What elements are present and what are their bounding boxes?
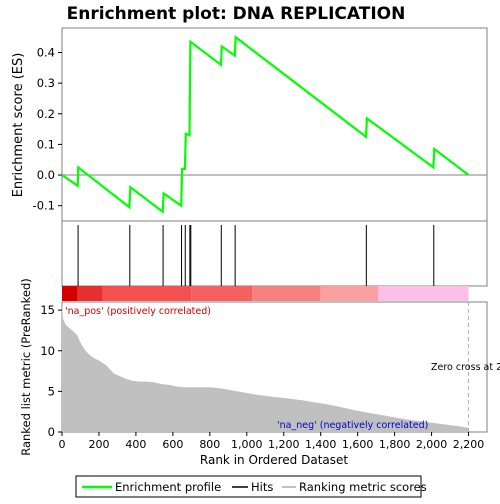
metric-x-tick-label: 1,600: [342, 438, 374, 451]
legend: Enrichment profile Hits Ranking metric s…: [75, 475, 427, 498]
rank-bar-segment: [252, 286, 321, 301]
metric-y-tick-label: 5: [48, 384, 55, 398]
es-y-tick-label: 0.4: [37, 46, 55, 60]
legend-label-metric: Ranking metric scores: [299, 480, 427, 494]
rank-bar-segment: [377, 286, 469, 301]
metric-x-tick-label: 0: [59, 438, 66, 451]
metric-y-tick-label: 0: [48, 425, 55, 439]
rank-bar-segment: [77, 286, 103, 301]
rank-bar-segment: [102, 286, 192, 301]
metric-x-tick-label: 400: [125, 438, 146, 451]
es-y-axis: -0.1 0.0 0.1 0.2 0.3 0.4: [33, 46, 62, 213]
metric-x-tick-label: 1,200: [268, 438, 300, 451]
metric-x-tick-label: 2,000: [416, 438, 448, 451]
es-y-tick-label: 0.2: [37, 107, 55, 121]
metric-y-tick-label: 10: [40, 344, 55, 358]
es-y-tick-label: -0.1: [33, 199, 55, 213]
metric-y-axis: 0 5 10 15: [40, 303, 62, 439]
metric-y-axis-label: Ranked list metric (PreRanked): [19, 278, 33, 456]
es-y-tick-label: 0.0: [37, 168, 55, 182]
ranking-metric-area: [62, 302, 469, 432]
rank-bar-segment: [62, 286, 78, 301]
metric-x-axis-label: Rank in Ordered Dataset: [200, 453, 348, 467]
es-panel-frame: [61, 27, 488, 222]
metric-x-tick-label: 200: [88, 438, 109, 451]
legend-frame: [75, 475, 422, 498]
rank-color-bar: [62, 286, 469, 301]
hits-panel-frame: [61, 220, 488, 287]
metric-x-tick-label: 800: [199, 438, 220, 451]
enrichment-profile-line: [61, 35, 470, 214]
metric-y-tick-label: 15: [40, 303, 55, 317]
metric-x-tick-label: 1,000: [231, 438, 263, 451]
metric-x-tick-label: 600: [162, 438, 183, 451]
metric-x-axis: 0 200 400 600 800 1,000 1,200 1,400 1,600 1,800 2,…: [59, 432, 485, 451]
hits-marks: [77, 225, 435, 286]
zero-cross-label: Zero cross at 2: [431, 362, 500, 373]
pos-correlated-label: 'na_pos' (positively correlated): [65, 306, 211, 317]
es-y-axis-label: Enrichment score (ES): [11, 53, 26, 198]
legend-label-hits: Hits: [251, 480, 273, 494]
metric-x-tick-label: 1,400: [305, 438, 337, 451]
es-y-tick-label: 0.3: [37, 76, 55, 90]
rank-bar-segment: [191, 286, 253, 301]
metric-x-tick-label: 2,200: [453, 438, 485, 451]
legend-label-enrichment: Enrichment profile: [115, 480, 221, 494]
rank-bar-segment: [320, 286, 378, 301]
es-y-tick-label: 0.1: [37, 137, 55, 151]
neg-correlated-label: 'na_neg' (negatively correlated): [277, 420, 428, 431]
metric-x-tick-label: 1,800: [379, 438, 411, 451]
chart-title: Enrichment plot: DNA REPLICATION: [67, 4, 406, 24]
